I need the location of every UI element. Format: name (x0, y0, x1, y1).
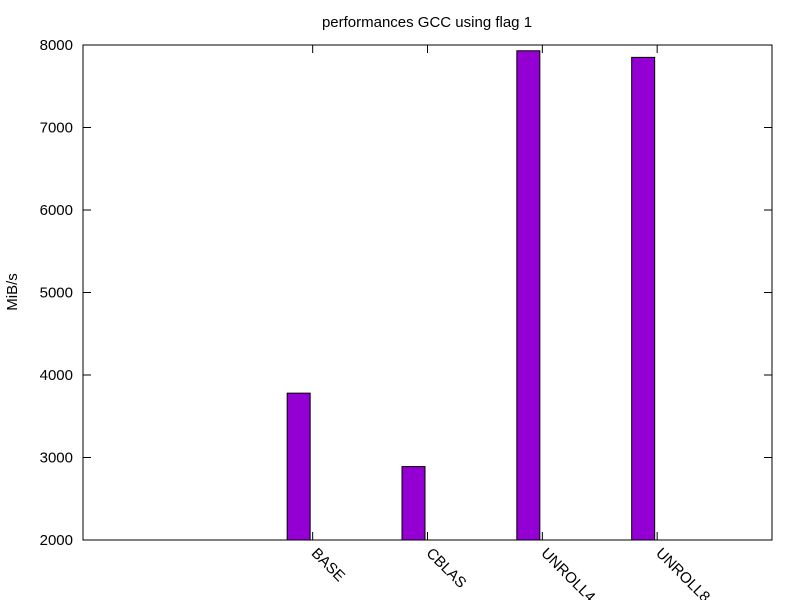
bar-base (286, 392, 311, 541)
y-tick-label: 4000 (40, 367, 73, 384)
y-tick-label: 7000 (40, 120, 73, 137)
y-tick-labels: 2000 3000 4000 5000 6000 7000 8000 (40, 37, 73, 549)
y-axis-label: MiB/s (4, 273, 21, 311)
y-tick-label: 6000 (40, 202, 73, 219)
x-tick-labels: BASE CBLAS UNROLL4 UNROLL8 (308, 545, 713, 605)
x-tick-label: BASE (308, 545, 348, 585)
bar-cblas (401, 466, 426, 541)
plot-area-frame (82, 44, 773, 541)
x-tick-label: CBLAS (423, 545, 470, 592)
bar-unroll4 (516, 50, 541, 541)
bar-unroll8 (631, 56, 656, 541)
bars (286, 50, 656, 541)
y-tick-label: 3000 (40, 450, 73, 467)
axis-ticks (83, 44, 772, 541)
x-tick-label: UNROLL4 (538, 545, 599, 600)
y-tick-label: 2000 (40, 532, 73, 549)
x-tick-label: UNROLL8 (652, 545, 713, 600)
chart-title: performances GCC using flag 1 (322, 14, 532, 31)
y-tick-label: 8000 (40, 37, 73, 54)
y-tick-label: 5000 (40, 285, 73, 302)
